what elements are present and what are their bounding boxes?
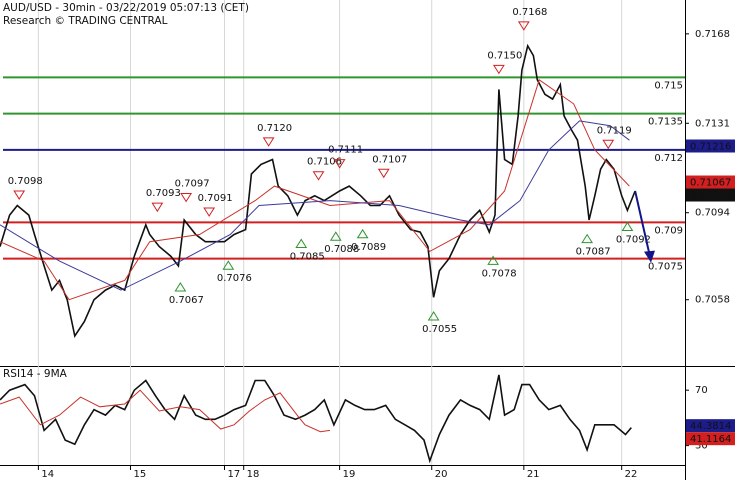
high-label: 0.7119 [597,125,632,136]
price-tag-label: 0.71216 [690,142,731,153]
high-label: 0.7091 [198,193,233,204]
x-tick-label: 17 [227,469,240,480]
high-label: 0.7150 [487,50,522,61]
high-label: 0.7107 [372,154,407,165]
low-label: 0.7067 [169,295,204,306]
price-tag-label: 44.3814 [690,421,731,432]
moving-average [0,78,630,301]
high-label: 0.7098 [8,176,43,187]
high-marker [203,207,216,217]
x-tick-label: 18 [247,469,260,480]
high-marker [151,202,164,213]
low-marker [329,231,342,241]
low-marker [222,260,235,270]
y-tick-label: 70 [695,385,708,396]
low-label: 0.7078 [482,268,517,279]
price-tag [686,139,735,153]
high-marker [180,192,193,203]
low-label: 0.7087 [576,247,611,258]
low-label: 0.7089 [351,242,386,253]
level-label: 0.715 [654,80,683,91]
chart-title: AUD/USD - 30min - 03/22/2019 05:07:13 (C… [3,2,249,14]
high-marker [517,21,530,31]
x-tick-label: 14 [41,469,54,480]
price-tag [686,432,735,446]
price-tag [686,188,735,202]
price-tag [686,175,735,189]
y-tick-label: 0.7058 [695,295,730,306]
x-tick-label: 19 [343,469,356,480]
y-tick-label: 0.7131 [695,118,730,129]
high-label: 0.7120 [257,123,292,134]
x-tick-label: 21 [527,469,540,480]
high-marker [262,137,275,147]
low-marker [174,282,187,292]
high-label: 0.7106 [307,157,342,168]
low-marker [621,221,634,232]
high-marker [13,190,26,200]
high-label: 0.7093 [146,188,181,199]
price-tag-label: 41.1164 [690,434,731,445]
low-label: 0.7076 [217,273,252,284]
chart-subtitle: Research © TRADING CENTRAL [3,15,168,27]
level-label: 0.709 [654,225,683,236]
x-tick-label: 20 [435,469,448,480]
price-tag-label: 0.71067 [690,178,731,189]
forecast-arrow [634,190,651,257]
level-label: 0.7075 [648,262,683,273]
high-marker [492,64,505,75]
low-label: 0.7092 [616,235,651,246]
moving-average [0,389,331,433]
forecast-arrow-head [644,250,655,263]
price-tag [686,419,735,433]
low-marker [295,238,308,248]
moving-average [0,120,630,291]
x-tick-label: 15 [133,469,146,480]
high-label: 0.7111 [328,145,363,156]
low-marker [427,311,440,321]
rsi-title: RSI14 - 9MA [3,368,68,380]
main-line [0,374,632,464]
level-label: 0.712 [654,153,683,164]
low-label: 0.7088 [324,244,359,255]
level-label: 0.7135 [648,117,683,128]
y-tick-label: 0.7168 [695,29,730,40]
high-label: 0.7168 [512,7,547,18]
main-line [0,43,636,339]
high-marker [602,139,615,150]
high-label: 0.7097 [175,178,210,189]
low-marker [581,233,594,244]
low-label: 0.7085 [290,251,325,262]
y-tick-label: 30 [695,441,708,452]
price-tag-label: 0.71036 [690,191,731,202]
high-marker [312,171,325,181]
low-label: 0.7055 [422,324,457,335]
high-marker [377,168,390,179]
x-tick-label: 22 [625,469,638,480]
high-marker [333,159,346,169]
low-marker [356,228,369,239]
y-tick-label: 0.7094 [695,208,730,219]
low-marker [487,255,500,265]
